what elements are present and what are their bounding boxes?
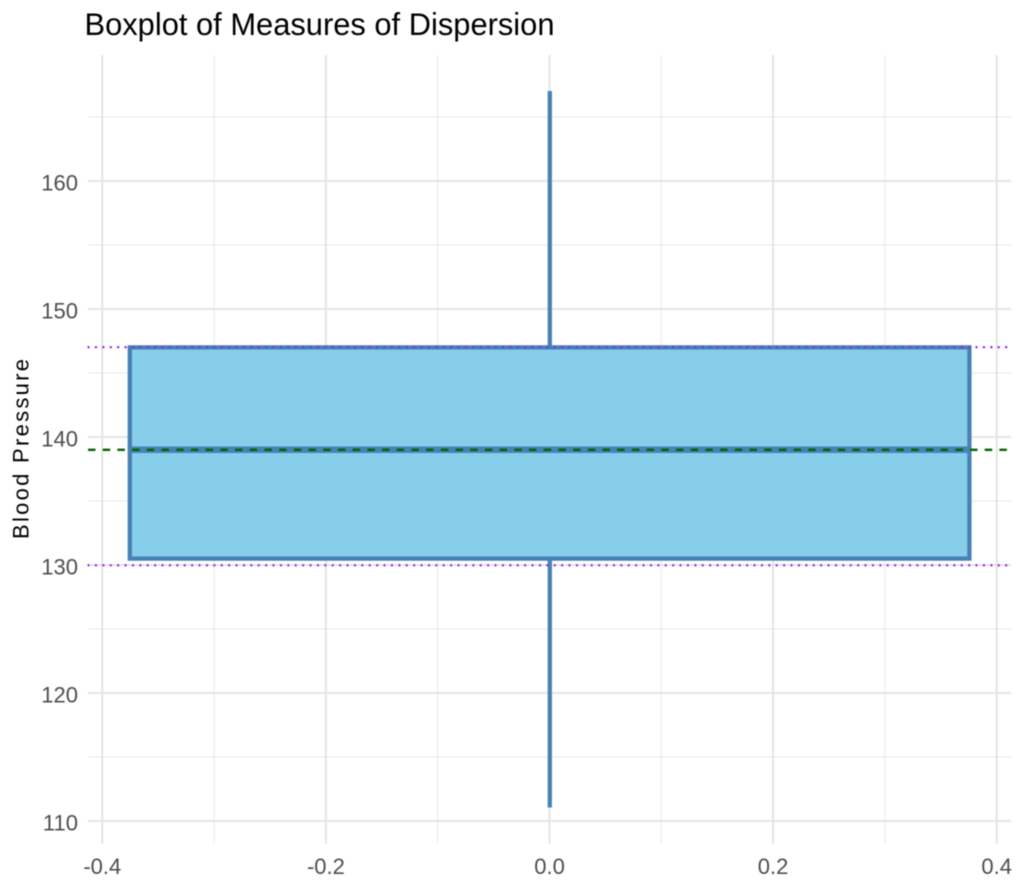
svg-text:Boxplot of Measures of Dispers: Boxplot of Measures of Dispersion xyxy=(85,6,555,42)
svg-text:-0.4: -0.4 xyxy=(83,854,121,879)
svg-text:110: 110 xyxy=(43,811,78,836)
svg-text:Blood Pressure: Blood Pressure xyxy=(9,359,34,539)
svg-text:-0.2: -0.2 xyxy=(307,854,345,879)
svg-text:160: 160 xyxy=(41,171,78,196)
svg-text:120: 120 xyxy=(41,683,78,708)
svg-text:0.4: 0.4 xyxy=(981,854,1012,879)
svg-text:140: 140 xyxy=(41,427,78,452)
svg-text:0.2: 0.2 xyxy=(758,854,789,879)
svg-text:0.0: 0.0 xyxy=(534,854,565,879)
svg-text:150: 150 xyxy=(41,299,78,324)
svg-text:130: 130 xyxy=(41,555,78,580)
